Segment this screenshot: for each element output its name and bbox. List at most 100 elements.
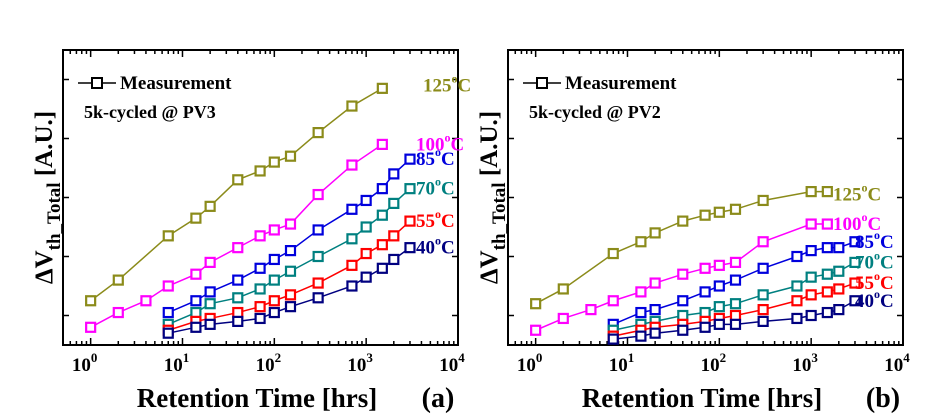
- data-point: [649, 304, 661, 316]
- x-tick-label: 104: [439, 350, 465, 376]
- data-point: [162, 230, 174, 242]
- data-point: [713, 206, 725, 218]
- series-temp-label: 70oC: [855, 248, 894, 273]
- data-point: [268, 224, 280, 236]
- data-point: [404, 242, 416, 254]
- data-point: [284, 289, 297, 301]
- data-point: [585, 304, 597, 316]
- data-point: [376, 82, 388, 94]
- x-tick-label: 101: [164, 350, 190, 376]
- data-point: [404, 215, 416, 227]
- data-point: [713, 301, 725, 313]
- series-temp-unit: C: [458, 75, 472, 96]
- panel-label: (b): [866, 383, 900, 414]
- x-tick-label: 100: [72, 350, 98, 376]
- data-point: [312, 127, 324, 139]
- x-tick-exponent: 0: [91, 350, 98, 365]
- data-point: [312, 250, 324, 263]
- data-point: [268, 295, 280, 307]
- data-point: [699, 321, 711, 333]
- series-125c: 125oC: [530, 181, 881, 310]
- series-temp-value: 85: [416, 149, 435, 170]
- series-temp-unit: C: [880, 232, 894, 253]
- data-point: [190, 212, 202, 224]
- data-point: [162, 327, 174, 339]
- x-tick-base: 10: [439, 355, 458, 376]
- data-point: [557, 312, 569, 325]
- data-point: [232, 274, 244, 286]
- condition-annotation: 5k-cycled @ PV3: [84, 102, 216, 122]
- data-point: [232, 292, 244, 304]
- data-point: [757, 289, 769, 301]
- series-temp-label: 100oC: [833, 210, 881, 235]
- data-point: [284, 218, 297, 230]
- y-label-main: ΔV: [476, 250, 503, 284]
- data-point: [204, 286, 216, 298]
- data-point: [677, 268, 689, 280]
- x-tick-label: 100: [517, 350, 543, 376]
- series-temp-value: 70: [855, 252, 874, 273]
- series-temp-label: 70oC: [416, 175, 455, 200]
- series-temp-value: 55: [855, 273, 874, 294]
- data-point: [649, 327, 661, 339]
- series-temp-label: 125oC: [423, 71, 471, 96]
- data-point: [729, 256, 742, 268]
- series-temp-value: 100: [416, 134, 445, 155]
- data-point: [805, 245, 817, 257]
- series-line: [535, 190, 828, 305]
- x-tick-label: 102: [256, 350, 282, 376]
- data-point: [677, 309, 689, 322]
- data-point: [821, 268, 833, 280]
- data-point: [729, 203, 742, 215]
- x-tick-base: 10: [347, 355, 366, 376]
- data-point: [346, 203, 358, 215]
- series-temp-unit: C: [441, 211, 455, 232]
- data-point: [190, 295, 202, 307]
- data-point: [360, 247, 372, 260]
- x-tick-exponent: 0: [536, 350, 543, 365]
- data-point: [232, 306, 244, 319]
- series-temp-value: 125: [833, 185, 862, 206]
- y-label-subscript: th_Total: [44, 182, 65, 250]
- data-point: [388, 168, 400, 180]
- y-axis-label: ΔVth_Total [A.U.]: [476, 111, 510, 284]
- x-tick-exponent: 1: [183, 350, 190, 365]
- data-point: [268, 253, 280, 266]
- data-point: [85, 321, 97, 333]
- data-point: [388, 253, 400, 266]
- y-label-unit: [A.U.]: [31, 111, 58, 183]
- data-point: [232, 174, 244, 186]
- series-55c: 55oC: [162, 207, 455, 336]
- degree-sign: o: [874, 248, 880, 262]
- data-point: [404, 153, 416, 165]
- data-point: [729, 318, 742, 330]
- series-temp-label: 100oC: [416, 130, 464, 155]
- degree-sign: o: [445, 130, 451, 144]
- data-point: [821, 242, 833, 254]
- data-point: [346, 259, 358, 271]
- series-temp-unit: C: [441, 149, 455, 170]
- series-40c: 40oC: [162, 234, 455, 339]
- data-point: [849, 236, 861, 248]
- panel-label: (a): [422, 383, 455, 414]
- series-temp-label: 55oC: [855, 269, 894, 294]
- data-point: [833, 304, 845, 316]
- data-point: [757, 304, 769, 316]
- data-point: [284, 301, 297, 313]
- degree-sign: o: [874, 269, 880, 283]
- data-point: [268, 156, 280, 168]
- data-point: [232, 242, 244, 254]
- x-tick-base: 10: [72, 355, 91, 376]
- data-point: [530, 324, 542, 336]
- data-point: [346, 159, 358, 171]
- series-temp-value: 55: [416, 211, 435, 232]
- series-temp-value: 40: [416, 238, 435, 259]
- data-point: [268, 274, 280, 286]
- data-point: [268, 306, 280, 319]
- series-temp-label: 85oC: [855, 228, 894, 253]
- data-point: [699, 286, 711, 298]
- data-point: [805, 309, 817, 322]
- data-point: [677, 295, 689, 307]
